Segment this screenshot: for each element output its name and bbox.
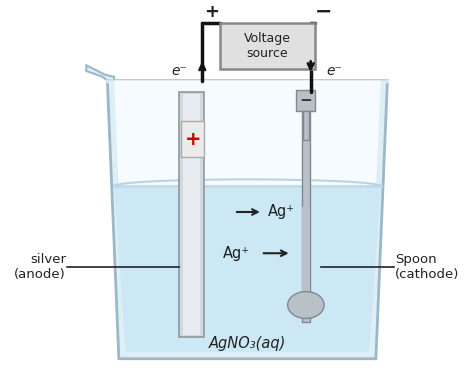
Polygon shape	[114, 80, 381, 352]
Text: Ag⁺: Ag⁺	[267, 205, 294, 220]
Text: Ag⁺: Ag⁺	[222, 246, 249, 261]
Text: −: −	[300, 93, 312, 108]
Bar	[181, 121, 204, 157]
Text: −: −	[314, 1, 332, 21]
Bar	[179, 92, 204, 337]
Text: e⁻: e⁻	[326, 64, 342, 78]
Text: Voltage
source: Voltage source	[244, 32, 291, 60]
Text: Spoon
(cathode): Spoon (cathode)	[395, 253, 459, 280]
Bar	[302, 92, 310, 322]
Bar	[296, 90, 316, 111]
Bar	[302, 207, 310, 305]
Ellipse shape	[288, 292, 324, 318]
Bar	[303, 111, 309, 140]
Text: e⁻: e⁻	[171, 64, 187, 78]
Text: +: +	[184, 130, 201, 149]
Text: AgNO₃(aq): AgNO₃(aq)	[209, 336, 286, 351]
Polygon shape	[114, 186, 381, 352]
Polygon shape	[86, 65, 114, 80]
FancyBboxPatch shape	[219, 23, 316, 69]
Text: +: +	[204, 3, 219, 21]
Bar	[183, 94, 201, 335]
Polygon shape	[107, 80, 387, 359]
Text: silver
(anode): silver (anode)	[14, 253, 66, 280]
